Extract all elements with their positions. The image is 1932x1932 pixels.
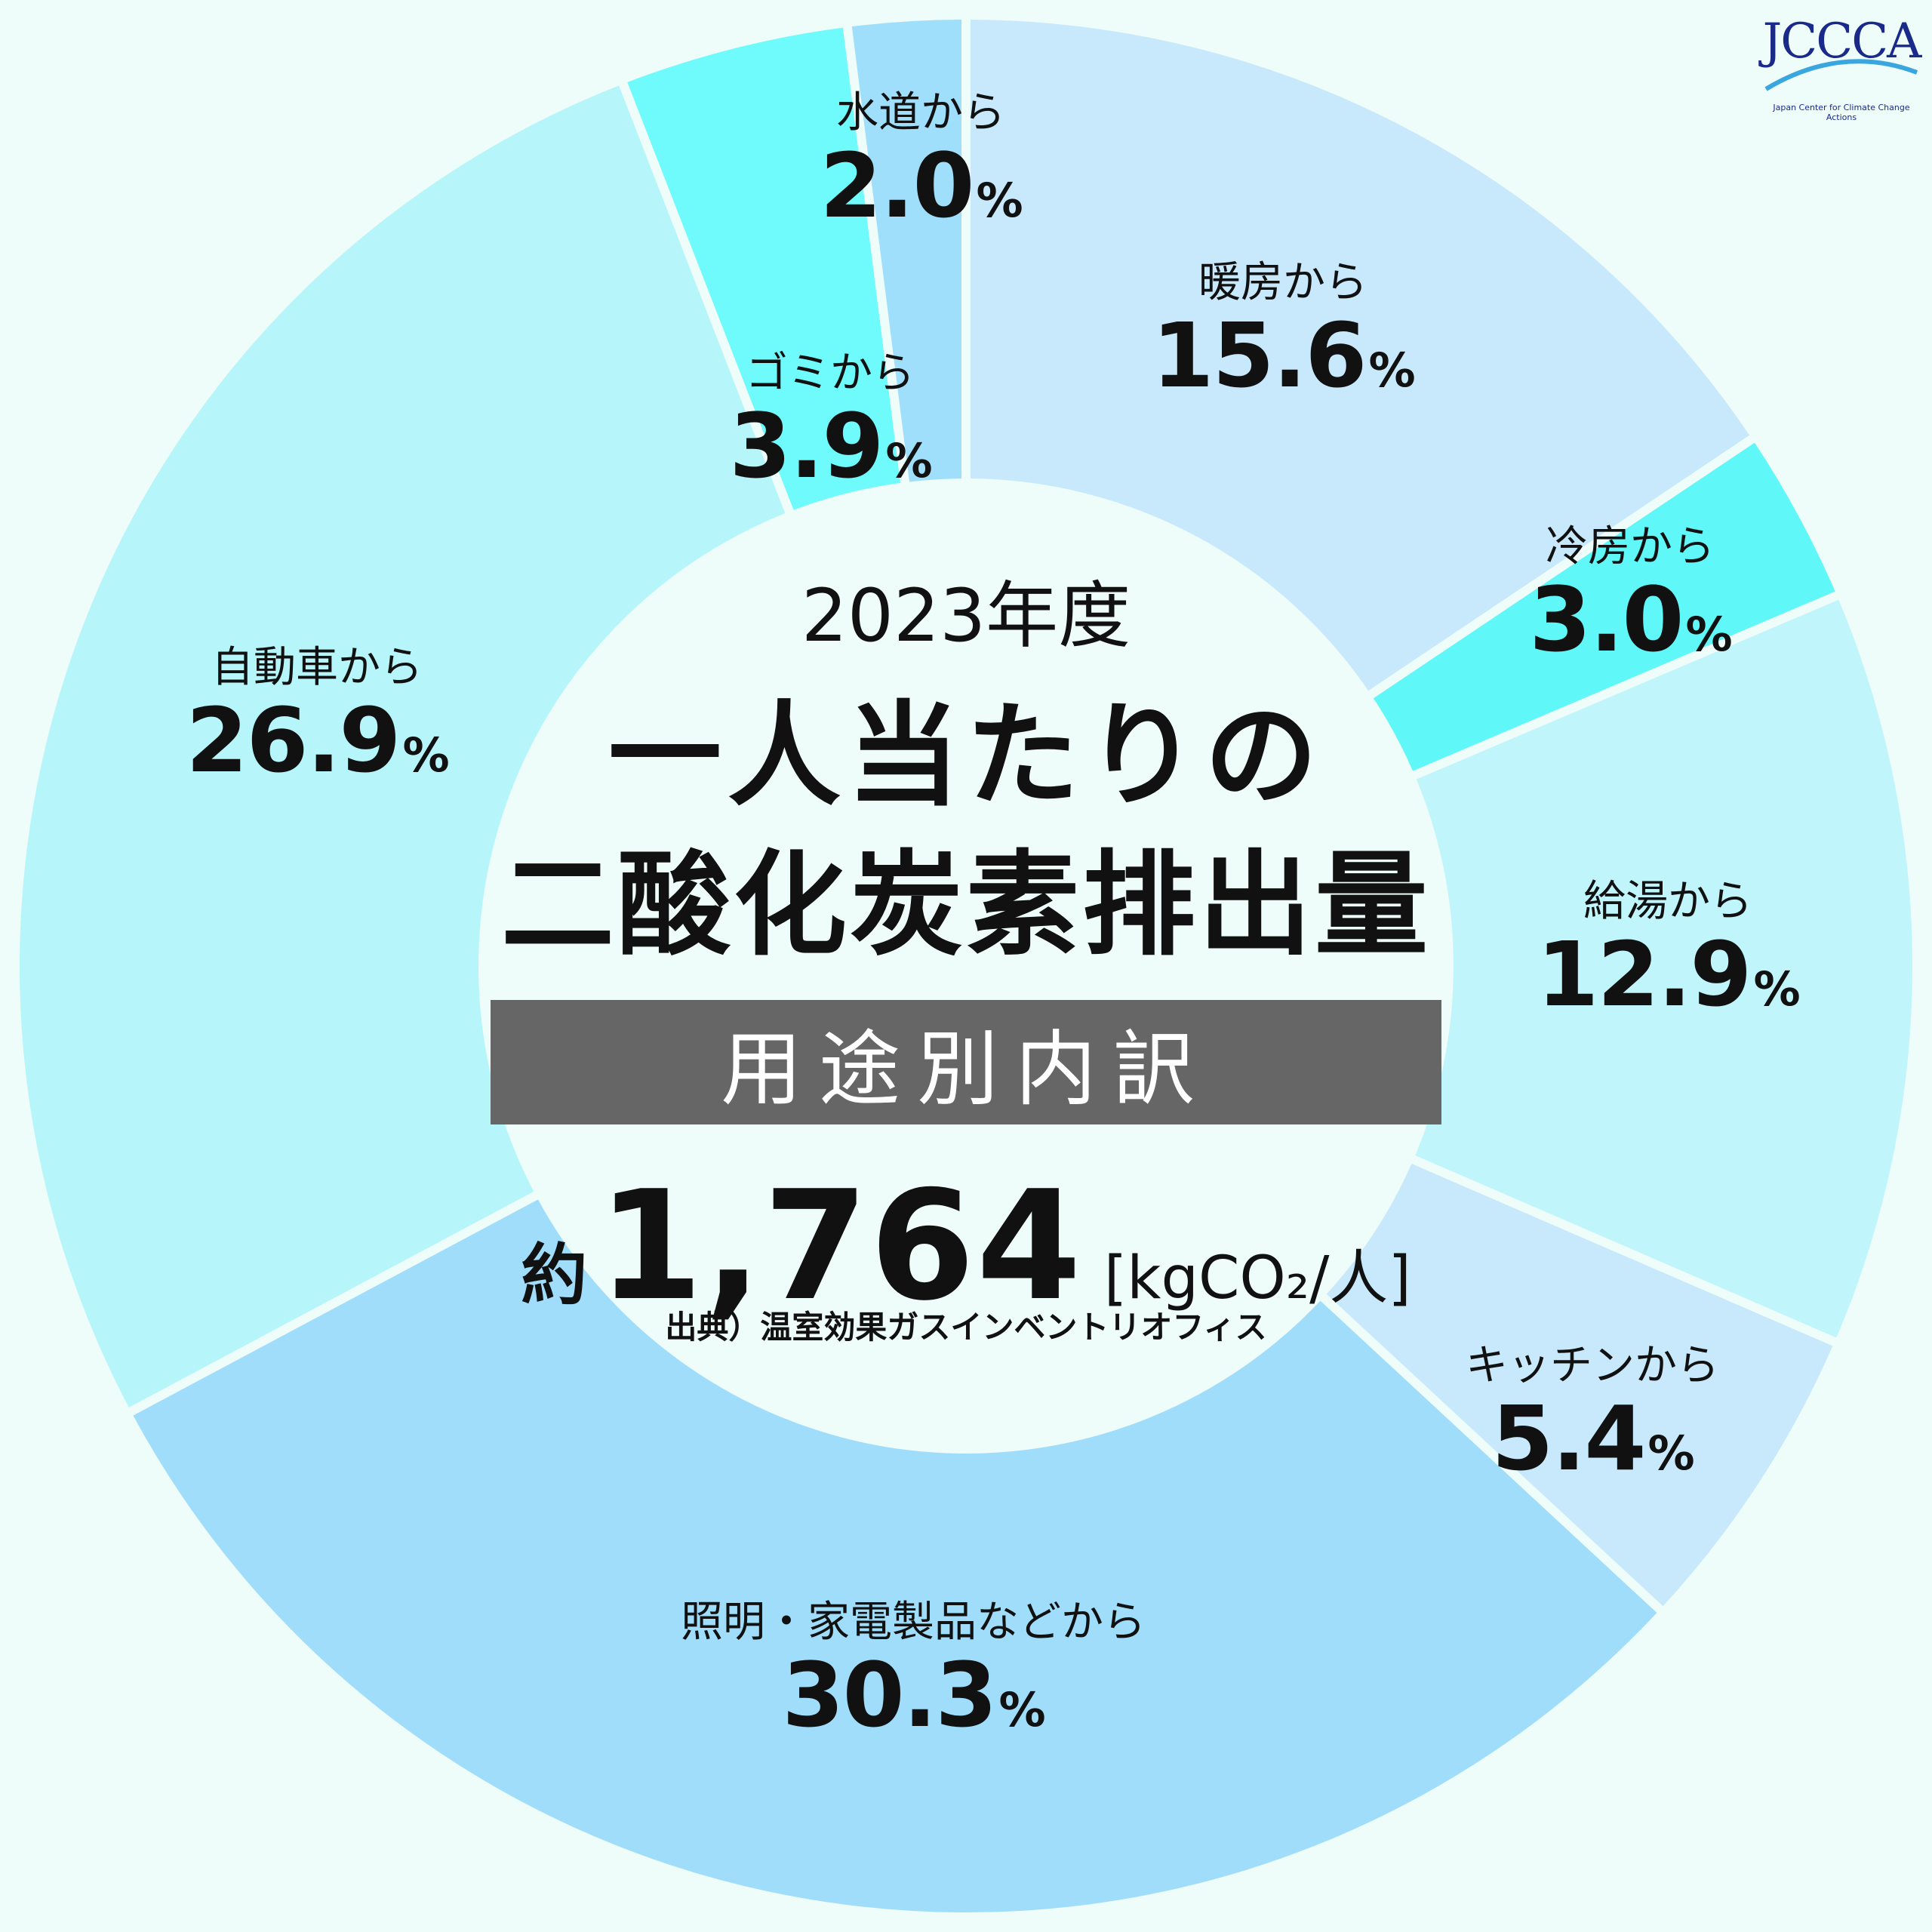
slice-value-percent: % (1647, 1426, 1694, 1481)
logo-text: JCCCA (1762, 14, 1922, 69)
slice-value-percent: % (1753, 961, 1801, 1017)
slice-value-percent: % (885, 433, 932, 489)
slice-value-number: 30.3 (782, 1643, 997, 1748)
slice-value: 15.6% (1152, 306, 1416, 405)
slice-name: 照明・家電製品などから (681, 1597, 1146, 1647)
slice-label-6: ゴミから 3.9% (729, 348, 932, 496)
slice-value-percent: % (998, 1682, 1046, 1738)
slice-value-number: 3.9 (729, 394, 884, 499)
slice-value: 2.0% (820, 134, 1023, 238)
slice-label-0: 暖房から 15.6% (1152, 257, 1416, 405)
logo-swoosh-icon (1764, 59, 1918, 91)
jccca-logo: JCCCA Japan Center for Climate Change Ac… (1758, 14, 1924, 127)
slice-value-number: 26.9 (186, 688, 401, 793)
slice-name: 水道から (835, 88, 1005, 137)
slice-value: 5.4% (1466, 1389, 1719, 1488)
slice-label-5: 自動車から 26.9% (186, 642, 450, 790)
slice-name: 給湯から (1583, 876, 1752, 926)
slice-value-number: 2.0 (820, 134, 974, 238)
slice-value-percent: % (1368, 343, 1416, 398)
slice-value: 12.9% (1537, 925, 1801, 1024)
slice-label-1: 冷房から 3.0% (1529, 521, 1732, 672)
slice-value-number: 3.0 (1529, 568, 1684, 672)
slice-value-number: 15.6 (1152, 303, 1367, 408)
slice-label-4: 照明・家電製品などから 30.3% (681, 1598, 1146, 1745)
slice-label-2: 給湯から 12.9% (1537, 876, 1801, 1024)
slice-value-percent: % (1685, 607, 1732, 663)
slice-value: 3.0% (1529, 568, 1732, 672)
slice-name: 冷房から (1545, 521, 1715, 571)
slice-value: 3.9% (729, 397, 932, 496)
slice-value-percent: % (976, 173, 1023, 229)
slice-value: 26.9% (186, 691, 450, 790)
slice-value: 30.3% (681, 1646, 1146, 1745)
donut-hole (483, 483, 1449, 1449)
slice-name: 自動車から (211, 642, 423, 692)
slice-name: ゴミから (745, 348, 915, 398)
logo-subtitle: Japan Center for Climate Change Actions (1773, 103, 1910, 122)
slice-label-3: キッチンから 5.4% (1466, 1340, 1719, 1488)
slice-value-number: 12.9 (1537, 922, 1752, 1027)
slice-name: 暖房から (1198, 257, 1367, 307)
slice-value-percent: % (402, 728, 450, 783)
slice-label-7: 水道から 2.0% (820, 88, 1023, 238)
slice-name: キッチンから (1466, 1340, 1719, 1390)
slice-value-number: 5.4 (1491, 1386, 1646, 1491)
